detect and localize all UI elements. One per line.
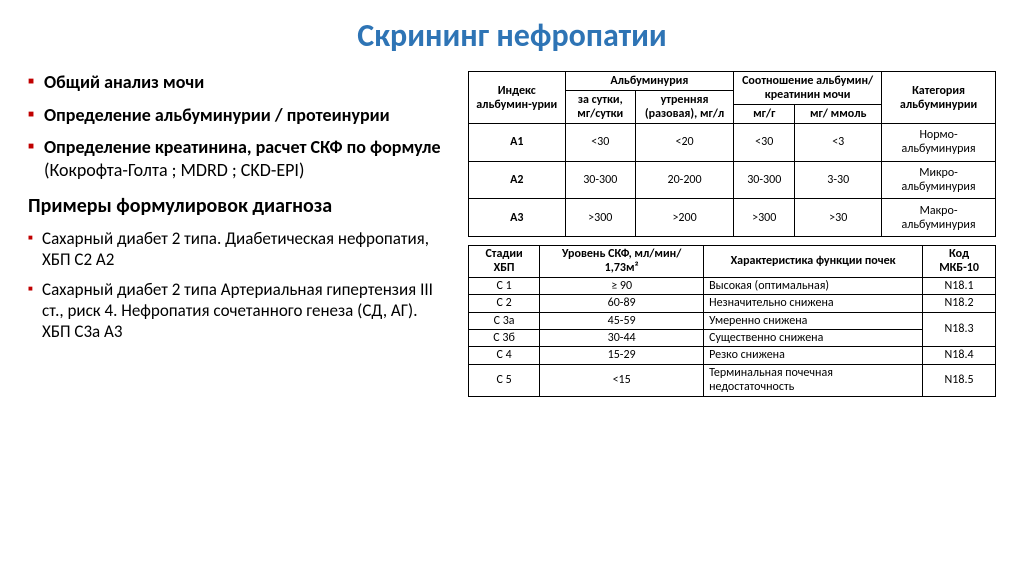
table-cell: <30 [565,124,635,162]
table-cell: 15-29 [540,347,704,364]
table-cell: Нормо-альбуминурия [882,124,996,162]
col-header: мг/г [734,105,795,124]
table-cell: Резко снижена [704,347,923,364]
table-cell: >200 [636,199,734,237]
table-cell: Микро-альбуминурия [882,161,996,199]
table-cell: Существенно снижена [704,329,923,346]
left-column: Общий анализ мочи Определение альбуминур… [28,71,448,397]
table-row: А1<30<20<30<3Нормо-альбуминурия [469,124,996,162]
col-header: за сутки, мг/сутки [565,91,635,124]
list-item: Определение альбуминурии / протеинурии [28,104,448,127]
table-row: А230-30020-20030-3003-30Микро-альбуминур… [469,161,996,199]
albuminuria-table: Индекс альбумин-урии Альбуминурия Соотно… [468,71,996,223]
ckd-table: Стадии ХБП Уровень СКФ, мл/мин/ 1,73м² Х… [468,245,996,397]
col-header: Код МКБ-10 [923,246,996,278]
list-item: Определение креатинина, расчет СКФ по фо… [28,136,448,181]
table-row: А3>300>200>300>30Макро-альбуминурия [469,199,996,237]
list-item-bold: Общий анализ мочи [44,71,204,93]
col-header: Альбуминурия [565,72,734,91]
table-row: С 5<15Терминальная почечная недостаточно… [469,364,996,396]
examples-list: Сахарный диабет 2 типа. Диабетическая не… [28,228,448,342]
table-cell: <30 [734,124,795,162]
table-cell: 45-59 [540,312,704,329]
table-cell: N18.2 [923,295,996,312]
table-cell: Макро-альбуминурия [882,199,996,237]
table-cell: А2 [469,161,566,199]
table-cell: Умеренно снижена [704,312,923,329]
table-cell: 30-300 [734,161,795,199]
col-header: Стадии ХБП [469,246,540,278]
table-cell: С 1 [469,277,540,294]
page-title: Скрининг нефропатии [28,16,996,55]
col-header: Индекс альбумин-урии [469,72,566,124]
list-item: Сахарный диабет 2 типа Артериальная гипе… [28,279,448,343]
table-row: С 3б30-44Существенно снижена [469,329,996,346]
table-cell: <20 [636,124,734,162]
examples-heading: Примеры формулировок диагноза [28,195,448,218]
table-cell: 3-30 [795,161,882,199]
table-cell: С 5 [469,364,540,396]
table-cell: Незначительно снижена [704,295,923,312]
table-cell: N18.5 [923,364,996,396]
table-cell: 60-89 [540,295,704,312]
table-cell: ≥ 90 [540,277,704,294]
table-cell: N18.4 [923,347,996,364]
table-row: С 415-29Резко сниженаN18.4 [469,347,996,364]
col-header: утренняя (разовая), мг/л [636,91,734,124]
table-cell: 30-300 [565,161,635,199]
table-row: С 3а45-59Умеренно сниженаN18.3 [469,312,996,329]
table-cell: <15 [540,364,704,396]
col-header: Соотношение альбумин/ креатинин мочи [734,72,882,105]
table-cell: >30 [795,199,882,237]
table-cell: Терминальная почечная недостаточность [704,364,923,396]
table-cell: <3 [795,124,882,162]
list-item-bold: Определение альбуминурии / протеинурии [44,104,390,126]
list-item-rest: (Кокрофта-Голта ; MDRD ; CKD-EPI) [44,159,304,181]
right-column: Индекс альбумин-урии Альбуминурия Соотно… [468,71,996,397]
col-header: мг/ ммоль [795,105,882,124]
table-cell: А3 [469,199,566,237]
table-cell: N18.3 [923,312,996,347]
table-cell: С 3а [469,312,540,329]
content-row: Общий анализ мочи Определение альбуминур… [28,71,996,397]
table-cell: 20-200 [636,161,734,199]
col-header: Характеристика функции почек [704,246,923,278]
list-item: Общий анализ мочи [28,71,448,94]
table-cell: С 3б [469,329,540,346]
table-row: С 1≥ 90Высокая (оптимальная)N18.1 [469,277,996,294]
table-cell: А1 [469,124,566,162]
col-header: Категория альбуминурии [882,72,996,124]
main-bullet-list: Общий анализ мочи Определение альбуминур… [28,71,448,181]
table-row: С 260-89Незначительно сниженаN18.2 [469,295,996,312]
table-cell: >300 [734,199,795,237]
col-header: Уровень СКФ, мл/мин/ 1,73м² [540,246,704,278]
table-cell: С 4 [469,347,540,364]
table-cell: 30-44 [540,329,704,346]
list-item: Сахарный диабет 2 типа. Диабетическая не… [28,228,448,271]
table-cell: N18.1 [923,277,996,294]
table-cell: Высокая (оптимальная) [704,277,923,294]
table-cell: >300 [565,199,635,237]
table-cell: С 2 [469,295,540,312]
list-item-bold: Определение креатинина, расчет СКФ по фо… [44,136,441,158]
